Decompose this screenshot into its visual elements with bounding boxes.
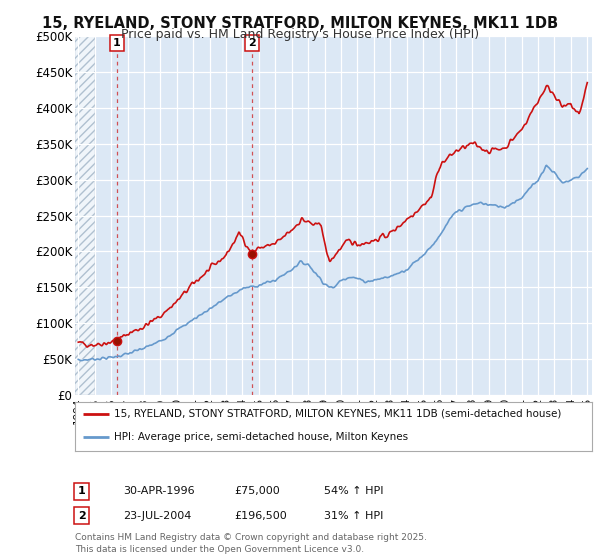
Text: Price paid vs. HM Land Registry's House Price Index (HPI): Price paid vs. HM Land Registry's House … [121, 28, 479, 41]
Text: Contains HM Land Registry data © Crown copyright and database right 2025.
This d: Contains HM Land Registry data © Crown c… [75, 533, 427, 554]
Text: 30-APR-1996: 30-APR-1996 [123, 486, 194, 496]
Text: 15, RYELAND, STONY STRATFORD, MILTON KEYNES, MK11 1DB: 15, RYELAND, STONY STRATFORD, MILTON KEY… [42, 16, 558, 31]
Text: 1: 1 [78, 486, 85, 496]
Text: 2: 2 [248, 38, 256, 48]
Text: £196,500: £196,500 [234, 511, 287, 521]
Bar [75, 36, 251, 395]
Bar [75, 36, 95, 395]
Text: 15, RYELAND, STONY STRATFORD, MILTON KEYNES, MK11 1DB (semi-detached house): 15, RYELAND, STONY STRATFORD, MILTON KEY… [114, 409, 561, 419]
Text: HPI: Average price, semi-detached house, Milton Keynes: HPI: Average price, semi-detached house,… [114, 432, 408, 442]
Text: 31% ↑ HPI: 31% ↑ HPI [324, 511, 383, 521]
Text: 23-JUL-2004: 23-JUL-2004 [123, 511, 191, 521]
Text: 1: 1 [113, 38, 121, 48]
Bar [75, 36, 95, 395]
Text: 2: 2 [78, 511, 85, 521]
Text: £75,000: £75,000 [234, 486, 280, 496]
Text: 54% ↑ HPI: 54% ↑ HPI [324, 486, 383, 496]
